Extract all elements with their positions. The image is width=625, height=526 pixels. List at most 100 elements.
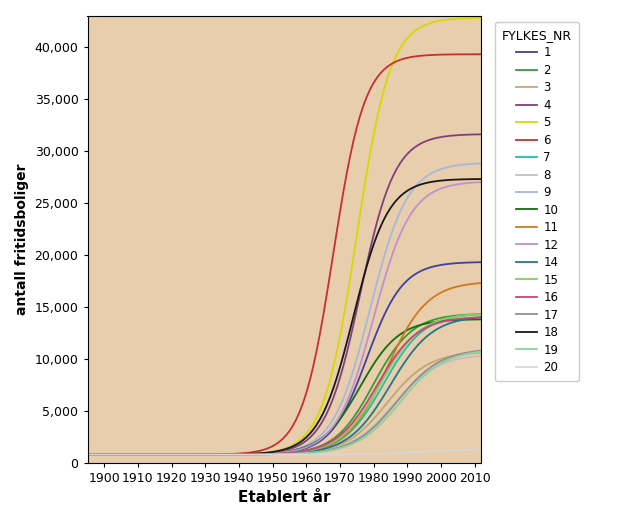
15 — [478, 311, 485, 317]
9 — [393, 216, 401, 222]
5 — [127, 451, 135, 458]
Line: 3: 3 — [88, 352, 481, 454]
3 — [164, 451, 172, 458]
3 — [356, 429, 364, 436]
19 — [127, 451, 135, 458]
11 — [478, 280, 485, 286]
20 — [478, 446, 485, 452]
Line: 10: 10 — [88, 319, 481, 454]
1 — [218, 451, 226, 458]
Line: 17: 17 — [88, 351, 481, 454]
10 — [164, 451, 172, 458]
1 — [127, 451, 135, 458]
10 — [218, 451, 226, 458]
14 — [478, 314, 485, 320]
10 — [393, 333, 401, 340]
7 — [164, 451, 172, 458]
12 — [127, 451, 135, 458]
12 — [164, 451, 172, 458]
8 — [356, 433, 364, 440]
11 — [127, 451, 135, 458]
1 — [84, 451, 91, 458]
18 — [393, 196, 401, 203]
12 — [218, 451, 226, 458]
14 — [127, 451, 135, 458]
20 — [127, 451, 135, 458]
Line: 8: 8 — [88, 356, 481, 454]
6 — [387, 62, 394, 68]
18 — [478, 176, 485, 182]
8 — [218, 451, 226, 458]
7 — [387, 369, 394, 375]
18 — [164, 451, 172, 458]
14 — [164, 451, 172, 458]
12 — [387, 257, 394, 264]
19 — [164, 451, 172, 458]
10 — [127, 451, 135, 458]
2 — [164, 451, 172, 458]
Line: 7: 7 — [88, 314, 481, 454]
12 — [393, 238, 401, 245]
2 — [393, 343, 401, 349]
18 — [127, 451, 135, 458]
8 — [84, 451, 91, 458]
Line: 14: 14 — [88, 317, 481, 454]
5 — [84, 451, 91, 458]
15 — [387, 363, 394, 370]
3 — [393, 388, 401, 394]
1 — [393, 289, 401, 295]
3 — [387, 396, 394, 402]
14 — [218, 451, 226, 458]
20 — [356, 451, 364, 457]
9 — [84, 451, 91, 458]
6 — [218, 451, 226, 458]
5 — [164, 451, 172, 458]
5 — [218, 451, 226, 458]
Legend: 1, 2, 3, 4, 5, 6, 7, 8, 9, 10, 11, 12, 14, 15, 16, 17, 18, 19, 20: 1, 2, 3, 4, 5, 6, 7, 8, 9, 10, 11, 12, 1… — [495, 22, 579, 381]
Line: 4: 4 — [88, 134, 481, 454]
20 — [393, 450, 401, 456]
12 — [356, 362, 364, 368]
9 — [356, 344, 364, 350]
Line: 15: 15 — [88, 314, 481, 454]
16 — [478, 314, 485, 320]
14 — [387, 382, 394, 388]
5 — [393, 51, 401, 57]
20 — [164, 451, 172, 458]
19 — [478, 348, 485, 355]
4 — [393, 165, 401, 171]
15 — [127, 451, 135, 458]
Line: 5: 5 — [88, 18, 481, 454]
4 — [164, 451, 172, 458]
Line: 2: 2 — [88, 314, 481, 454]
12 — [478, 179, 485, 185]
10 — [387, 339, 394, 346]
11 — [387, 358, 394, 364]
9 — [218, 451, 226, 458]
20 — [387, 450, 394, 457]
15 — [356, 413, 364, 420]
Line: 6: 6 — [88, 54, 481, 454]
7 — [84, 451, 91, 458]
1 — [164, 451, 172, 458]
Line: 1: 1 — [88, 262, 481, 454]
2 — [356, 404, 364, 411]
5 — [356, 211, 364, 217]
19 — [393, 403, 401, 409]
6 — [84, 451, 91, 458]
Line: 12: 12 — [88, 182, 481, 454]
18 — [387, 205, 394, 211]
15 — [393, 353, 401, 359]
Line: 9: 9 — [88, 164, 481, 454]
15 — [218, 451, 226, 458]
12 — [84, 451, 91, 458]
15 — [164, 451, 172, 458]
8 — [127, 451, 135, 458]
17 — [387, 407, 394, 413]
11 — [393, 343, 401, 350]
14 — [84, 451, 91, 458]
11 — [84, 451, 91, 458]
17 — [478, 348, 485, 354]
4 — [127, 451, 135, 458]
10 — [356, 383, 364, 390]
